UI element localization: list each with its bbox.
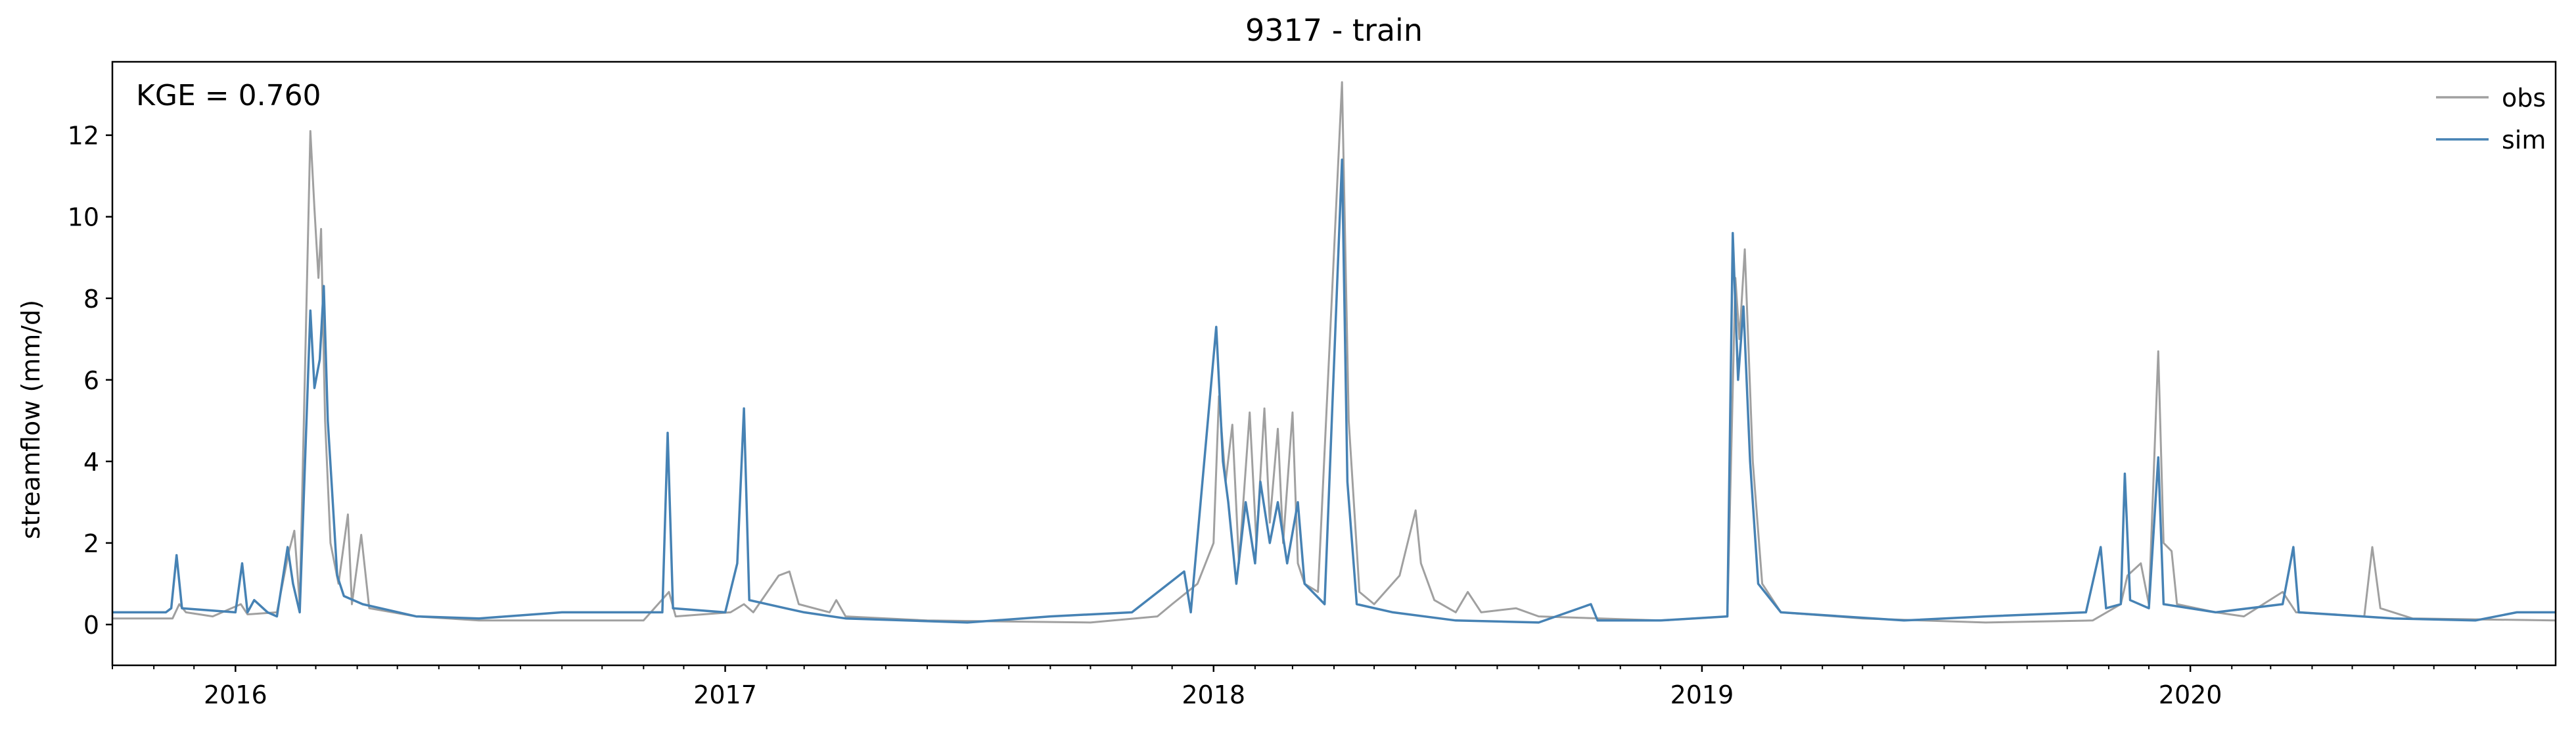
x-tick-label: 2017 [693,680,757,709]
legend: obs sim [2436,83,2546,154]
chart-title: 9317 - train [1245,12,1423,48]
y-tick-label: 6 [83,366,99,395]
y-tick-label: 0 [83,611,99,640]
x-tick-label: 2018 [1182,680,1245,709]
y-tick-label: 8 [83,285,99,314]
legend-label-obs: obs [2502,83,2546,112]
y-axis: 0 2 4 6 8 10 12 [68,122,112,640]
y-tick-label: 12 [68,122,99,151]
x-tick-label: 2019 [1670,680,1734,709]
kge-annotation: KGE = 0.760 [136,79,321,112]
y-axis-label: streamflow (mm/d) [16,300,45,539]
x-tick-label: 2020 [2159,680,2222,709]
legend-label-sim: sim [2502,126,2546,154]
series-layer [112,81,2556,624]
x-axis: 2016 2017 2018 2019 2020 [112,665,2518,709]
y-tick-label: 4 [83,448,99,477]
y-tick-label: 2 [83,529,99,558]
y-tick-label: 10 [68,203,99,232]
series-line-sim [112,158,2556,624]
x-tick-label: 2016 [204,680,267,709]
